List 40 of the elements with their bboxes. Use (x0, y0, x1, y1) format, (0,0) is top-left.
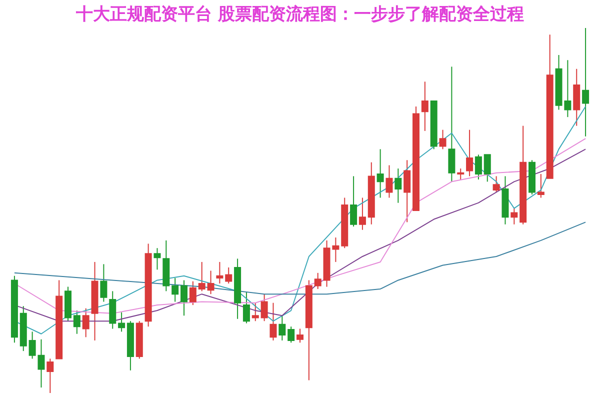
candlestick (46, 358, 54, 394)
candlestick (492, 176, 500, 193)
candlestick (537, 174, 544, 198)
candlestick (474, 154, 482, 180)
candlestick (242, 292, 250, 324)
candlestick (207, 270, 214, 295)
candlestick (358, 197, 366, 230)
candlestick (404, 160, 411, 223)
candlestick (100, 264, 108, 302)
candlestick (109, 290, 116, 330)
candlestick (510, 208, 518, 225)
candlestick (118, 312, 126, 332)
candlestick (260, 294, 268, 322)
candlestick (216, 261, 224, 284)
candlestick (421, 81, 428, 132)
candlestick (270, 302, 277, 341)
candlestick (172, 278, 179, 302)
candlestick (466, 129, 474, 177)
candlestick (189, 280, 196, 306)
candlestick (296, 328, 304, 344)
chart-title: 十大正规配资平台 股票配资流程图：一步步了解配资全过程 (75, 4, 524, 24)
candlestick (439, 129, 446, 150)
candlestick (252, 302, 259, 322)
candlestick (394, 168, 402, 204)
candlestick (225, 266, 232, 284)
candlestick (154, 248, 161, 270)
candlestick (484, 154, 491, 182)
candlestick (180, 280, 188, 316)
candlestick (448, 66, 456, 182)
candlestick (457, 168, 464, 180)
candlestick (350, 176, 358, 228)
candlestick (386, 164, 393, 198)
candlestick (582, 28, 590, 137)
candlestick (73, 310, 80, 334)
candlestick (288, 326, 295, 344)
candlestick (376, 148, 384, 198)
candlestick (314, 272, 322, 290)
candlestick (82, 308, 90, 338)
candlestick (198, 261, 206, 292)
candlestick (278, 315, 286, 341)
